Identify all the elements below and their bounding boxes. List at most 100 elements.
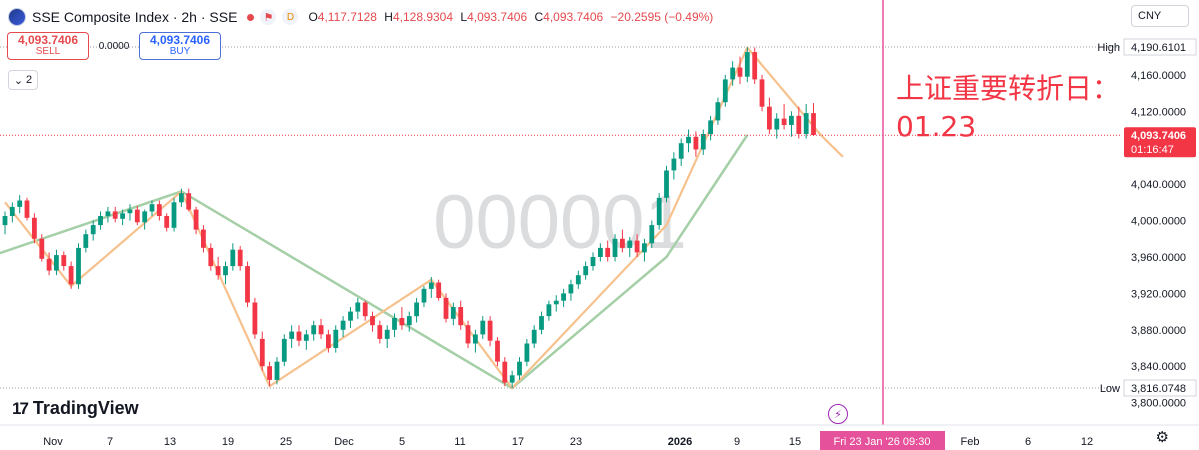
chart-text-annotation[interactable]: 上证重要转折日： 01.23 (896, 72, 1121, 143)
symbol-title[interactable]: SSE Composite Index · 2h · SSE (32, 9, 238, 25)
candle-body (208, 247, 214, 267)
candle-body (627, 240, 633, 248)
candle (164, 213, 170, 232)
candle-body (142, 211, 148, 223)
candle (421, 286, 427, 308)
candle (90, 220, 96, 241)
flag-icon[interactable]: ⚑ (260, 9, 277, 25)
candle-body (2, 216, 8, 226)
price-tick-label: 4,120.0000 (1131, 106, 1186, 118)
price-tick-label: 4,160.0000 (1131, 70, 1186, 82)
candle (32, 213, 37, 244)
candle-body (318, 325, 324, 335)
time-scale[interactable]: Nov 7 13 19 25 Dec 5 11 17 23 2026 9 15 Feb 6 12 Fri 23 … (0, 424, 1199, 450)
candle-body (803, 113, 809, 134)
candle-body (186, 193, 192, 210)
time-tick-label: Feb (961, 436, 980, 448)
candle (583, 261, 589, 280)
sell-button[interactable]: 4,093.7406 SELL (7, 32, 89, 60)
ohlc-values: O4,117.7128 H4,128.9304 L4,093.7406 C4,0… (308, 10, 714, 24)
candle-body (686, 136, 691, 144)
candle (502, 357, 508, 387)
settings-gear-icon[interactable]: ⚙ (1155, 429, 1169, 446)
candle (634, 234, 640, 257)
candle (120, 209, 125, 226)
candle (281, 334, 287, 367)
low-label: Low (1100, 383, 1120, 395)
candle (201, 225, 206, 253)
candle-body (605, 247, 611, 257)
candle-body (83, 234, 89, 248)
candle (428, 276, 434, 298)
time-tick-label: 9 (734, 436, 740, 448)
candle (245, 261, 250, 308)
candle-body (517, 361, 522, 376)
candle (267, 361, 272, 387)
candle-body (796, 115, 802, 134)
candle (296, 325, 302, 347)
candle (215, 256, 221, 280)
candle (642, 238, 647, 262)
candle (450, 302, 456, 326)
candle-body (32, 217, 37, 239)
time-tick-label: Dec (334, 436, 354, 448)
candle (333, 325, 339, 353)
candle (237, 246, 243, 271)
candle (311, 320, 317, 341)
candle-body (465, 325, 471, 344)
candle (171, 197, 177, 232)
candle (259, 331, 265, 371)
currency-select[interactable]: CNY (1131, 5, 1189, 27)
time-tick-label: 25 (280, 436, 292, 448)
candle (289, 325, 295, 349)
time-tick-label: 6 (1025, 436, 1031, 448)
candle-body (252, 302, 258, 335)
candle-body (193, 209, 199, 230)
candle (730, 61, 736, 86)
lightning-event-icon[interactable]: ⚡ (828, 404, 848, 424)
time-tick-label: 2026 (668, 436, 692, 448)
candle-body (561, 293, 566, 301)
candle-body (281, 338, 287, 362)
candle-body (811, 113, 816, 135)
candle (473, 329, 478, 353)
candle-body (156, 204, 162, 216)
candle-body (39, 238, 45, 259)
indicators-toggle[interactable]: ⌄ 2 (8, 70, 38, 90)
dividends-badge[interactable]: D (282, 9, 299, 25)
candle-body (656, 197, 662, 226)
time-tick-label: 7 (107, 436, 113, 448)
buy-button[interactable]: 4,093.7406 BUY (139, 32, 221, 60)
candle-body (546, 304, 552, 317)
candle (61, 251, 67, 271)
candle (671, 152, 677, 180)
time-tick-label: 5 (399, 436, 405, 448)
candle-body (737, 67, 743, 77)
candle (605, 240, 611, 262)
price-tick-label: 3,920.0000 (1131, 288, 1186, 300)
price-scale[interactable]: 4,160.0000 4,120.0000 4,040.0000 4,000.0000… (1097, 0, 1199, 425)
candle-body (539, 316, 544, 330)
candle-body (392, 318, 397, 330)
candle (789, 111, 794, 137)
candle-body (230, 249, 236, 267)
symbol-legend: SSE Composite Index · 2h · SSE ⚑ D O4,11… (8, 6, 713, 28)
candle-body (90, 225, 96, 235)
candle (737, 56, 743, 84)
candle-body (664, 170, 669, 198)
candle (46, 252, 52, 276)
candle-body (134, 209, 140, 223)
candle-body (722, 79, 728, 103)
indicators-count: 2 (26, 74, 33, 86)
candle (715, 97, 721, 125)
candle-body (61, 255, 67, 266)
candle-body (781, 118, 787, 125)
candle (774, 113, 780, 139)
candle (524, 338, 530, 367)
candle (627, 236, 633, 257)
candle (340, 316, 346, 338)
market-status-dot-icon (247, 13, 255, 21)
tradingview-logo[interactable]: 17 TradingView (12, 398, 139, 419)
